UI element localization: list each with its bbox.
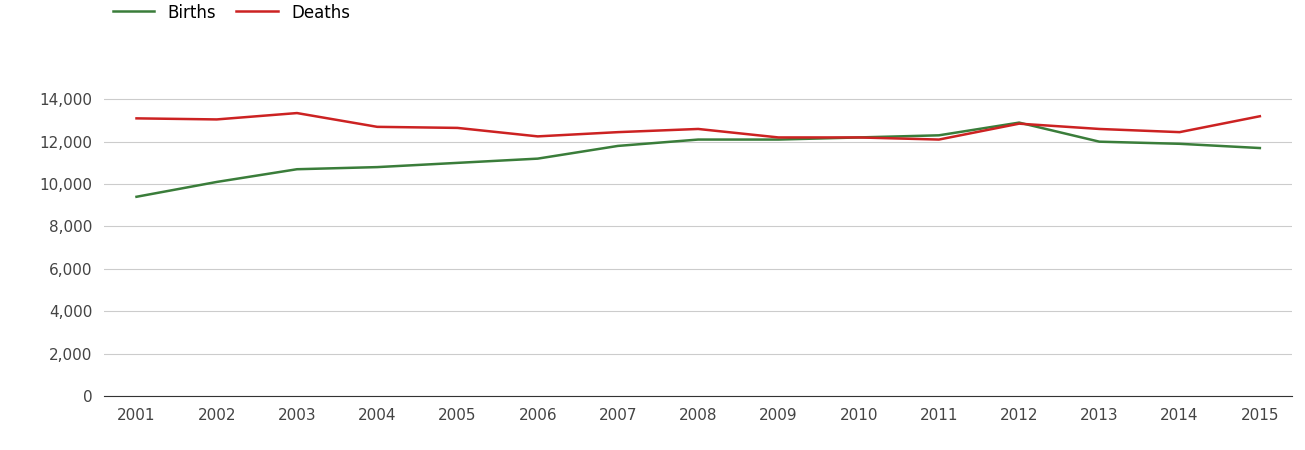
Line: Deaths: Deaths bbox=[137, 113, 1259, 140]
Births bbox=[1172, 141, 1188, 147]
Deaths bbox=[530, 134, 545, 139]
Deaths bbox=[1251, 113, 1267, 119]
Line: Births: Births bbox=[137, 122, 1259, 197]
Births bbox=[770, 137, 786, 142]
Deaths bbox=[450, 125, 466, 130]
Births bbox=[290, 166, 305, 172]
Births bbox=[1091, 139, 1107, 144]
Births bbox=[611, 143, 626, 148]
Births bbox=[129, 194, 145, 199]
Deaths bbox=[209, 117, 224, 122]
Deaths bbox=[1011, 121, 1027, 126]
Deaths bbox=[770, 135, 786, 140]
Deaths bbox=[290, 110, 305, 116]
Deaths bbox=[930, 137, 946, 142]
Deaths bbox=[369, 124, 385, 130]
Births bbox=[209, 179, 224, 184]
Deaths bbox=[1172, 130, 1188, 135]
Deaths bbox=[611, 130, 626, 135]
Legend: Births, Deaths: Births, Deaths bbox=[112, 4, 350, 22]
Births bbox=[690, 137, 706, 142]
Births bbox=[450, 160, 466, 166]
Deaths bbox=[690, 126, 706, 132]
Births bbox=[1011, 120, 1027, 125]
Births bbox=[851, 135, 867, 140]
Births bbox=[930, 133, 946, 138]
Births bbox=[530, 156, 545, 162]
Deaths bbox=[1091, 126, 1107, 132]
Births bbox=[1251, 145, 1267, 151]
Deaths bbox=[851, 135, 867, 140]
Deaths bbox=[129, 116, 145, 121]
Births bbox=[369, 164, 385, 170]
